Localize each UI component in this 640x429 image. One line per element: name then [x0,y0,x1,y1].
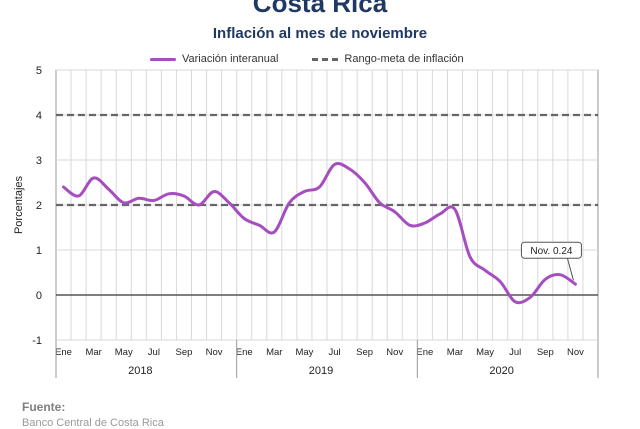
series-line-variacion-interanual [62,162,577,305]
legend-item-target: Rango-meta de inflación [312,53,464,65]
legend-swatch-solid [150,57,176,61]
y-tick-label: 2 [36,200,42,212]
x-tick-label: Mar [85,347,101,358]
x-tick-label: Ene [416,347,433,358]
x-tick-label: Sep [356,347,373,358]
x-tick-label: May [115,347,133,358]
annotation-leader [566,258,574,281]
x-tick-label: Ene [236,347,253,358]
axis-layer: -1 0 1 2 3 4 5 Porcentajes Ene Mar May Jul Sep Nov Ene… [13,65,599,378]
chart-legend: Variación interanual Rango-meta de infla… [150,52,498,66]
x-tick-label: Jul [328,347,340,358]
x-tick-label: May [295,347,313,358]
x-tick-label: Nov [206,347,223,358]
annotation-layer: Nov. 0.24 [520,241,582,281]
y-tick-label: 0 [36,290,42,302]
x-year-label: 2018 [128,365,152,377]
x-tick-label: May [476,347,494,358]
legend-label-target: Rango-meta de inflación [344,53,464,65]
x-tick-label: Jul [148,347,160,358]
x-tick-label: Jul [509,347,521,358]
y-tick-label: -1 [32,335,42,347]
x-tick-label: Mar [447,347,463,358]
legend-item-series: Variación interanual [150,53,278,65]
y-tick-label: 1 [36,245,42,257]
y-tick-label: 4 [36,110,42,122]
chart-subtitle: Inflación al mes de noviembre [212,25,428,42]
annotation-label: Nov. 0.24 [530,246,572,257]
x-tick-label: Sep [176,347,193,358]
y-tick-label: 5 [36,65,42,77]
x-tick-label: Sep [537,347,554,358]
target-range-layer [56,113,598,207]
page-title: Costa Rica [252,0,388,18]
legend-swatch-dashed [312,57,339,61]
source-text: Banco Central de Costa Rica [22,417,164,429]
legend-label-series: Variación interanual [182,53,279,65]
x-tick-label: Nov [386,347,403,358]
x-year-label: 2020 [489,365,513,377]
x-tick-label: Nov [567,347,584,358]
series-layer [62,162,577,305]
x-tick-label: Ene [55,347,72,358]
y-tick-label: 3 [36,155,42,167]
source-label: Fuente: [22,400,66,414]
x-tick-label: Mar [266,347,282,358]
annotation-box [520,241,582,259]
y-axis-label: Porcentajes [13,175,25,234]
x-year-label: 2019 [309,365,333,377]
